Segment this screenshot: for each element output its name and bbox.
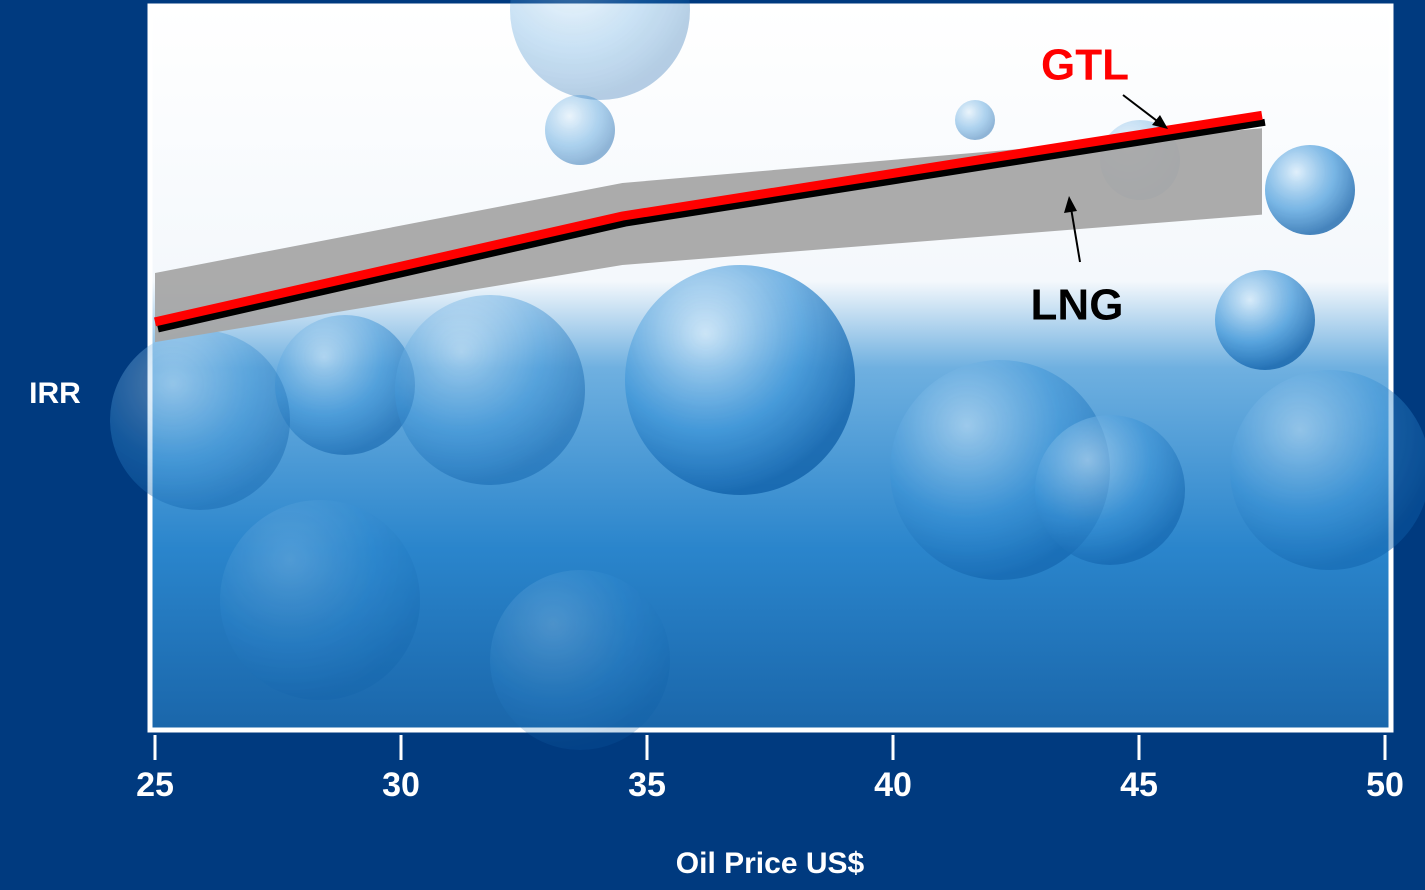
annotation-arrow bbox=[1069, 201, 1081, 263]
arrow-head bbox=[1064, 196, 1077, 213]
x-tick-label: 35 bbox=[628, 766, 666, 804]
x-tick-label: 30 bbox=[382, 766, 420, 804]
band-area bbox=[155, 128, 1262, 343]
series-label: LNG bbox=[1031, 281, 1124, 330]
x-tick-label: 25 bbox=[136, 766, 174, 804]
series-label: GTL bbox=[1041, 41, 1129, 90]
x-tick-label: 50 bbox=[1366, 766, 1404, 804]
line-shadow bbox=[157, 118, 1266, 333]
x-tick-label: 45 bbox=[1120, 766, 1158, 804]
x-tick-label: 40 bbox=[874, 766, 912, 804]
arrow-head bbox=[1152, 115, 1168, 129]
line bbox=[154, 110, 1263, 327]
x-axis-label: Oil Price US$ bbox=[676, 847, 865, 880]
background-bubbles bbox=[110, 0, 1425, 750]
y-axis-label: IRR bbox=[29, 377, 81, 410]
